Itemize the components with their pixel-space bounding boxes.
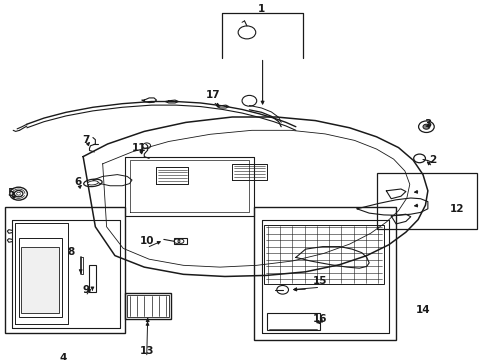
Text: 13: 13 [139, 346, 154, 356]
Bar [124, 293, 171, 319]
Text: 8: 8 [67, 247, 74, 257]
Text: 6: 6 [75, 177, 81, 187]
Bar [266, 313, 320, 330]
Text: 9: 9 [82, 285, 89, 295]
Bar [20, 247, 59, 313]
Text: 11: 11 [132, 143, 146, 153]
Bar [19, 238, 61, 317]
Text: 1: 1 [258, 4, 264, 14]
Bar [376, 173, 476, 229]
Bar [173, 238, 187, 244]
Text: 10: 10 [139, 236, 154, 246]
Text: 5: 5 [7, 188, 14, 198]
Text: 14: 14 [415, 305, 429, 315]
Text: 16: 16 [312, 314, 327, 324]
Bar [5, 207, 124, 333]
Text: 3: 3 [424, 119, 430, 129]
Bar [127, 295, 168, 317]
Bar [264, 225, 383, 284]
Bar [254, 207, 395, 340]
Text: 7: 7 [81, 135, 89, 145]
Text: 17: 17 [205, 90, 220, 100]
Text: 15: 15 [312, 276, 327, 286]
Text: 2: 2 [428, 155, 435, 165]
Text: 4: 4 [60, 353, 67, 360]
Ellipse shape [87, 181, 98, 185]
Bar [89, 265, 96, 292]
Circle shape [422, 124, 429, 129]
Text: 12: 12 [449, 204, 464, 214]
